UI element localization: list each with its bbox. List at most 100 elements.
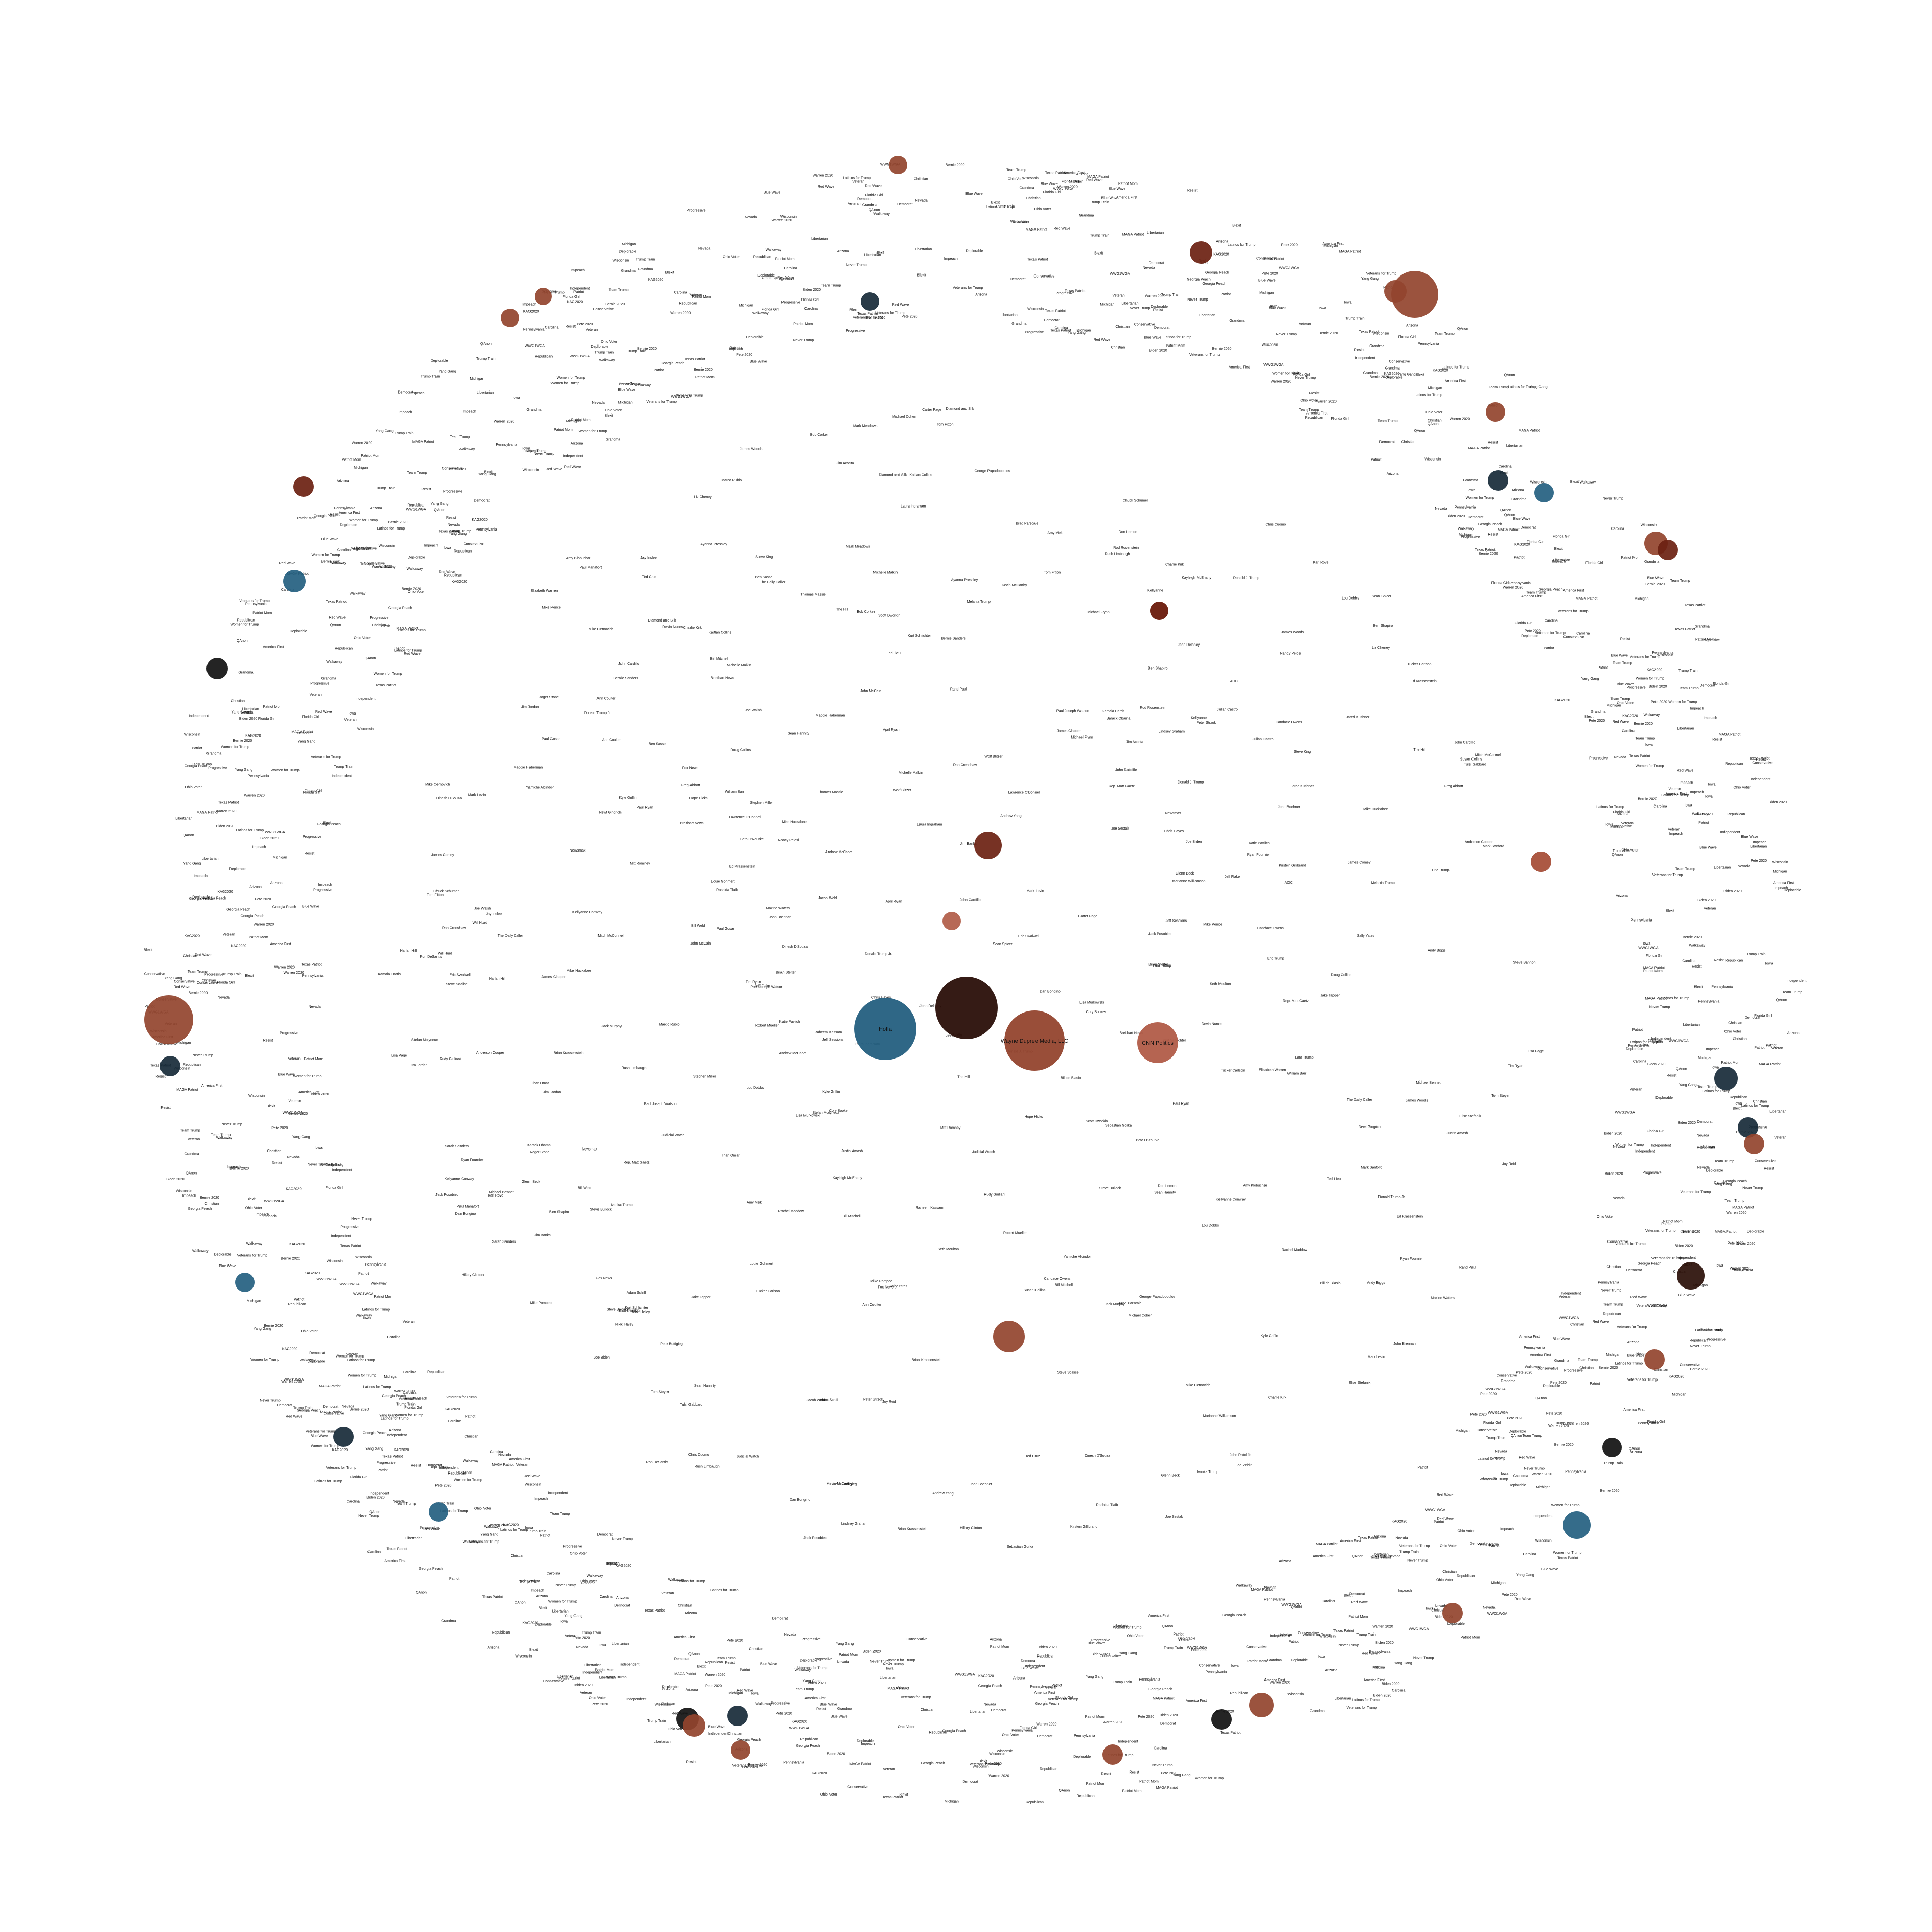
rim-node-label: Blue Wave (1611, 654, 1628, 657)
rim-node-label: Nevada (698, 247, 710, 250)
rim-node-label: Republican (535, 355, 553, 359)
rim-node-label: Republican (1730, 1096, 1747, 1099)
inner-node-label: Carter Page (1078, 915, 1097, 918)
rim-node-label: Blue Wave (1269, 307, 1286, 310)
rim-node-label: Patriot (1173, 1633, 1183, 1637)
rim-node-label: Nevada (287, 1156, 300, 1159)
rim-node-label: Conservative (144, 973, 165, 976)
rim-node-label: Trump Train (1356, 1633, 1376, 1637)
rim-node-label: Grandma (206, 752, 221, 755)
rim-node-label: QAnon (1162, 1625, 1173, 1628)
inner-node-label: Rush Limbaugh (621, 1066, 646, 1070)
rim-node-label: Walkaway (1580, 481, 1596, 485)
rim-node-label: Trump Train (435, 1502, 454, 1505)
rim-node-label: Patriot Mom (1461, 1636, 1480, 1639)
rim-node-label: Nevada (837, 1660, 849, 1664)
inner-node-label: George Papadopoulos (1139, 1295, 1176, 1299)
inner-node-label: Ted Cruz (642, 576, 657, 579)
rim-node-label: Yang Gang (1679, 1084, 1697, 1087)
rim-node-label: Iowa (513, 396, 520, 400)
inner-node-label: Tom Fitton (427, 893, 444, 897)
rim-node-label: Republican (1725, 762, 1743, 766)
rim-node-label: Blexit (144, 949, 152, 952)
rim-node-label: Red Wave (777, 276, 794, 280)
rim-node-label: Christian (914, 177, 928, 181)
inner-node-label: Katie Pavlich (1249, 842, 1270, 845)
rim-node-label: Trump Train (996, 205, 1015, 209)
rim-node-label: Team Trump (1006, 168, 1026, 172)
rim-node-label: KAG2020 (1622, 715, 1638, 718)
rim-node-label: Walkaway (1525, 1366, 1541, 1369)
rim-node-label: Red Wave (892, 303, 909, 307)
rim-node-label: Blue Wave (1699, 846, 1717, 849)
rim-node-label: Patriot (294, 1298, 304, 1301)
rim-node-label: Deplorable (1291, 1659, 1308, 1662)
rim-node-label: WWG1WGA (264, 1200, 285, 1203)
inner-node-label: Julian Castro (1217, 708, 1238, 712)
inner-node-label: Raheem Kassam (916, 1206, 944, 1210)
inner-node-label: Jim Jordan (521, 705, 539, 709)
rim-node-label: Team Trump (1670, 579, 1690, 583)
rim-node-label: Arizona (1216, 240, 1228, 244)
rim-node-label: Georgia Peach (388, 607, 412, 610)
inner-node-label: Ayanna Pressley (700, 543, 727, 546)
rim-node-label: Pete 2020 (1281, 243, 1298, 247)
rim-node-label: Trump Train (1678, 669, 1698, 673)
rim-node-label: Grandma (1369, 344, 1384, 348)
inner-node-label: James Clapper (1057, 730, 1082, 733)
rim-node-label: Blue Wave (1144, 336, 1161, 339)
rim-node-label: Red Wave (279, 562, 296, 565)
rim-node-label: America First (509, 1458, 530, 1461)
rim-node-label: Warren 2020 (1270, 1681, 1290, 1684)
rim-node-label: Red Wave (1593, 1320, 1609, 1324)
rim-node-label: Impeach (1690, 707, 1704, 710)
rim-node-label: Independent (1651, 1037, 1671, 1041)
inner-node-label: Kaitlan Collins (709, 631, 732, 634)
rim-node-label: Republican (454, 550, 472, 554)
rim-node-label: Patriot (378, 1469, 388, 1473)
inner-node-label: Anderson Cooper (1465, 841, 1493, 844)
rim-node-label: Veterans for Trump (732, 1764, 763, 1768)
inner-node-label: Michael Cohen (1129, 1314, 1153, 1318)
rim-node-label: Resist (1153, 309, 1163, 312)
rim-node-label: Patriot (1221, 293, 1231, 296)
inner-node-label: Ben Shapiro (1373, 624, 1393, 628)
rim-node-label: Resist (160, 1106, 171, 1110)
rim-node-label: Walkaway (350, 592, 366, 595)
rim-node-label: Independent (331, 1234, 351, 1238)
rim-node-label: Arizona (1630, 1450, 1642, 1454)
rim-node-label: Democrat (297, 732, 312, 735)
rim-node-label: Team Trump (407, 471, 427, 475)
rim-node-label: Women for Trump (1303, 1633, 1331, 1637)
rim-node-label: Florida Girl (305, 789, 323, 793)
hub-rust-small-label: CNN Politics (1142, 1040, 1174, 1046)
rim-node-label: Christian (678, 1604, 692, 1607)
rim-node-label: Michigan (1323, 244, 1338, 248)
rim-node-label: Ohio Voter (1458, 1530, 1475, 1533)
rim-node-label: MAGA Patriot (887, 1687, 909, 1691)
rim-node-label: Michigan (1693, 1284, 1708, 1287)
inner-node-label: Steve Bullock (1099, 1187, 1121, 1190)
inner-node-label: Lisa Page (1528, 1050, 1544, 1053)
rim-node-label: Nevada (1143, 266, 1155, 270)
inner-node-label: Roger Stone (539, 696, 559, 699)
inner-node-label: Mike Cernovich (1186, 1384, 1210, 1387)
rim-node-label: Pete 2020 (1507, 1417, 1523, 1420)
inner-node-label: Bernie Sanders (613, 677, 638, 680)
rim-node-label: Deplorable (308, 1360, 325, 1363)
rim-node-label: Patriot (1289, 1640, 1299, 1644)
rim-node-label: Florida Girl (217, 981, 235, 985)
rim-node-label: Veterans for Trump (853, 316, 883, 320)
rim-node-label: Texas Patriot (340, 1245, 361, 1248)
inner-node-label: Ann Coulter (602, 739, 622, 742)
rim-node-label: Carolina (367, 1551, 381, 1554)
rim-node-label: Democrat (962, 1780, 978, 1784)
inner-node-label: Doug Collins (1331, 973, 1351, 977)
rim-node-label: Wisconsin (379, 544, 395, 548)
rim-node-label: Republican (444, 573, 462, 577)
inner-node-label: Mark Meadows (846, 545, 870, 549)
rim-node-label: Patriot (1590, 1382, 1600, 1386)
inner-node-label: Jim Acosta (1126, 741, 1143, 744)
rim-node-label: Deplorable (535, 1623, 552, 1627)
rim-node-label: Carolina (403, 1371, 416, 1374)
